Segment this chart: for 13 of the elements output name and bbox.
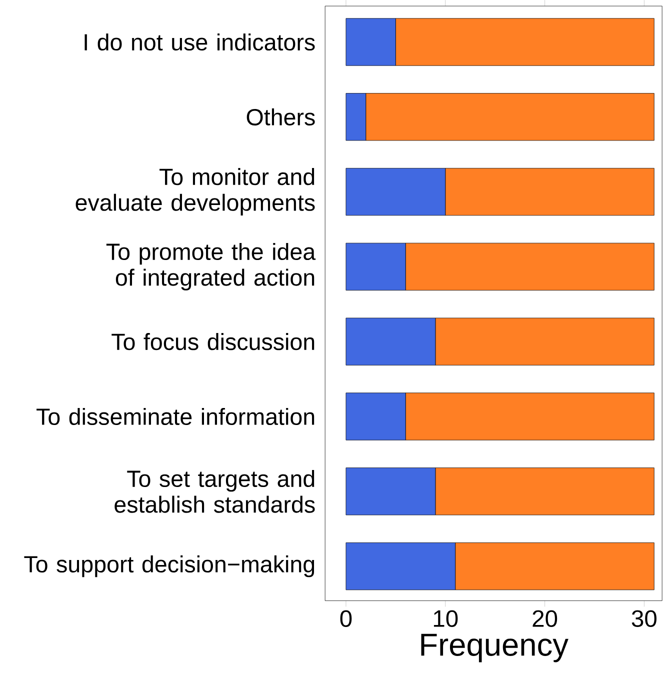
y-tick-label: Others xyxy=(246,108,315,126)
x-tick-label: 30 xyxy=(632,610,656,628)
y-tick-label: I do not use indicators xyxy=(84,33,315,51)
y-tick-label: To focus discussion xyxy=(112,333,314,350)
x-tick-label: 0 xyxy=(340,610,352,628)
x-tick-label: 10 xyxy=(434,610,458,628)
y-tick-label: To support decision−making xyxy=(24,555,314,578)
x-tick-label: 20 xyxy=(532,610,558,628)
x-axis-title: Frequency xyxy=(421,634,568,662)
y-tick-label: To promote the idea of integrated action xyxy=(106,242,316,290)
y-tick-label: To disseminate information xyxy=(36,408,314,426)
y-tick-label: To set targets and establish standards xyxy=(114,470,315,513)
y-tick-label: To monitor and evaluate developments xyxy=(76,168,315,216)
